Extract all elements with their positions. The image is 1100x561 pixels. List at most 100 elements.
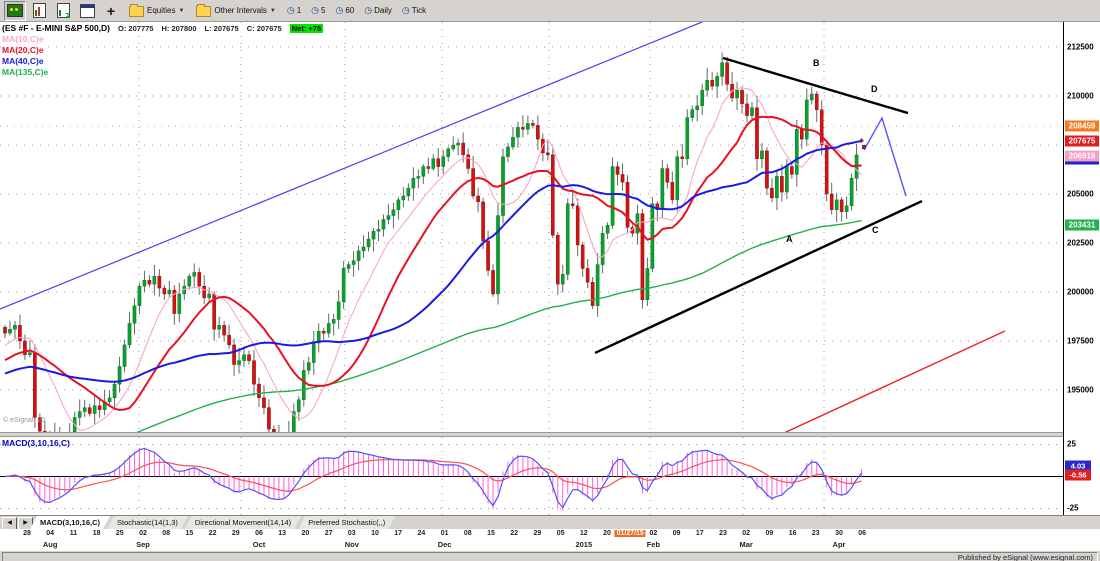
date-tick-label: 05: [556, 530, 565, 537]
esignal-watermark: © eSignal, 20: [3, 417, 46, 424]
interval-5-button[interactable]: ◷ 5: [311, 5, 326, 16]
price-tick-label: 197500: [1067, 336, 1094, 346]
price-tag-208459: 208459: [1065, 120, 1099, 132]
point-label-D: D: [871, 84, 878, 94]
date-tick-label: 01: [440, 530, 449, 537]
other-intervals-menu-label: Other Intervals: [214, 6, 267, 15]
price-axis[interactable]: 212500 210000 205000 202500 200000 197500 1950…: [1063, 22, 1100, 515]
ma-legend: MA(10,C)e MA(20,C)e MA(40,C)e MA(135,C)e: [2, 34, 49, 78]
date-tick-label: 28: [23, 530, 31, 537]
price-tick-label: 200000: [1067, 287, 1094, 297]
ma-10-line: [4, 87, 862, 432]
channel-line[interactable]: [0, 22, 703, 310]
candles-layer: [3, 52, 864, 432]
date-tick-label: 15: [185, 530, 194, 537]
ma-label: MA(20,C)e: [2, 45, 44, 56]
new-window-icon: [79, 3, 95, 18]
date-tick-label: 22: [510, 530, 519, 537]
study-tab-2[interactable]: Stochastic(14(1,3): [107, 516, 188, 529]
macd-study-label: MACD(3,10,16,C): [2, 438, 71, 448]
date-axis: 28 04 11 18 25 02 08 15 22 29 06 13 20 27 03 10 17 24 01 08…: [0, 529, 1100, 550]
note-marker[interactable]: [862, 144, 866, 149]
price-tick-label: 195000: [1067, 385, 1094, 395]
export-chart-button[interactable]: [52, 0, 74, 21]
month-label-Sep: Sep: [136, 540, 150, 549]
interval-tick-button[interactable]: ◷ Tick: [401, 5, 427, 16]
equities-menu[interactable]: Equities ▼: [124, 3, 189, 18]
macd-signal-line: [4, 458, 862, 492]
date-tick-label: 20: [603, 530, 611, 537]
ma-20-line: [4, 115, 862, 412]
date-tick-label: 22: [208, 530, 217, 537]
ma-label: MA(135,C)e: [2, 67, 49, 78]
quote-board-button[interactable]: [4, 0, 26, 21]
toolbar: + Equities ▼ Other Intervals ▼ ◷1 ◷5 ◷60…: [0, 0, 1100, 22]
date-tick-label: 18: [92, 530, 101, 537]
clock-icon: ◷: [401, 5, 410, 15]
date-tick-label: 29: [533, 530, 542, 537]
ma40-tag: [1065, 161, 1099, 165]
chart-title-row: (ES #F - E-MINI S&P 500,D) O: 207775 H: …: [2, 23, 328, 33]
study-tab-1[interactable]: MACD(3,10,16,C): [30, 516, 110, 529]
study-tab-4[interactable]: Preferred Stochastic(,,): [298, 516, 395, 529]
date-tick-label: 30: [835, 530, 843, 537]
chart-page-icon: [32, 3, 46, 18]
macd-tick-label: 25: [1067, 439, 1076, 449]
high-value: H: 207800: [161, 23, 197, 33]
lower-red-line[interactable]: [782, 330, 1006, 432]
month-label-Mar: Mar: [739, 540, 753, 549]
macd-line: [4, 447, 863, 509]
price-chart-canvas[interactable]: A B C D: [0, 22, 1063, 432]
status-text: Published by eSignal (www.esignal.com): [2, 552, 1098, 561]
study-tab-3[interactable]: Directional Movement(14,14): [185, 516, 301, 529]
date-tick-label: 06: [255, 530, 263, 537]
low-value: L: 207675: [204, 23, 239, 33]
date-tick-label: 13: [278, 530, 287, 537]
wedge-bottom[interactable]: [594, 199, 923, 355]
date-tick-label: 16: [788, 530, 797, 537]
month-label-Oct: Oct: [252, 540, 266, 549]
symbol-title: (ES #F - E-MINI S&P 500,D): [2, 23, 111, 33]
price-tick-label: 202500: [1067, 238, 1094, 248]
macd-chart-canvas[interactable]: [0, 437, 1063, 515]
close-value: C: 207675: [246, 23, 282, 33]
plus-icon: +: [106, 2, 116, 19]
projection-line[interactable]: [863, 116, 907, 197]
date-tick-label: 08: [463, 530, 472, 537]
date-tick-label: 08: [162, 530, 171, 537]
new-window-button[interactable]: [76, 0, 98, 21]
date-tick-label: 11: [69, 530, 78, 537]
point-label-C: C: [872, 225, 879, 235]
date-tick-label: 23: [811, 530, 820, 537]
month-label-Dec: Dec: [437, 540, 452, 549]
ma-135-line: [136, 219, 862, 432]
price-tick-label: 210000: [1067, 91, 1094, 101]
export-chart-icon: [56, 3, 71, 20]
other-intervals-menu[interactable]: Other Intervals ▼: [191, 3, 280, 18]
date-tick-label: 09: [765, 530, 774, 537]
folder-icon: [129, 4, 144, 17]
panel-divider[interactable]: [0, 432, 1100, 437]
month-label-Aug: Aug: [42, 540, 58, 549]
clock-icon: ◷: [286, 5, 295, 15]
date-tick-label: 17: [695, 530, 704, 537]
net-change-badge: Net: +75: [289, 23, 324, 33]
add-button[interactable]: +: [100, 0, 122, 21]
highlighted-date-marker[interactable]: 01/27/15: [614, 530, 646, 537]
tab-scroll-right-button[interactable]: ▶: [18, 517, 33, 530]
point-label-A: A: [786, 234, 793, 244]
interval-daily-button[interactable]: ◷ Daily: [364, 5, 392, 16]
equities-menu-label: Equities: [147, 6, 176, 15]
date-tick-label: 15: [487, 530, 495, 537]
interval-1-button[interactable]: ◷ 1: [286, 5, 302, 16]
study-tabs-bar: ◀ ▶ MACD(3,10,16,C) Stochastic(14(1,3) Dir…: [0, 515, 1100, 530]
date-tick-label: 24: [417, 530, 426, 537]
wedge-top[interactable]: [722, 56, 909, 115]
chevron-down-icon: ▼: [269, 7, 276, 14]
date-tick-label: 23: [719, 530, 727, 537]
chevron-down-icon: ▼: [178, 7, 185, 14]
clock-icon: ◷: [364, 5, 373, 15]
chart-page-button[interactable]: [28, 0, 50, 21]
price-tag-203431: 203431: [1065, 219, 1099, 231]
interval-60-button[interactable]: ◷ 60: [335, 5, 355, 16]
